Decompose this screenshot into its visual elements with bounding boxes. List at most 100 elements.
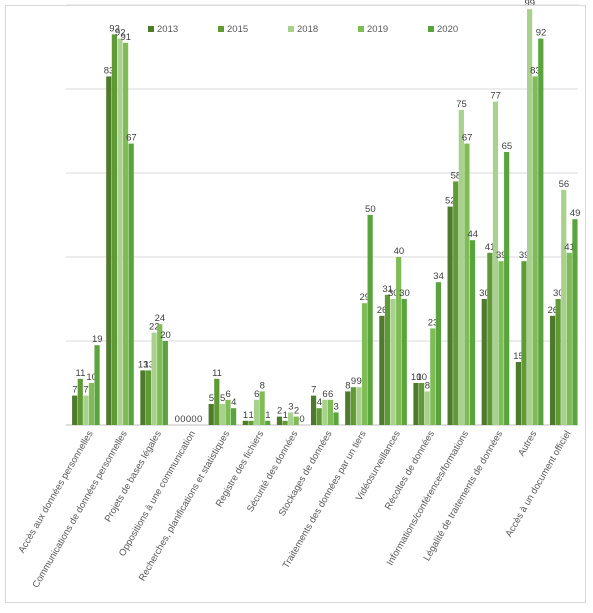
- bar: [396, 257, 402, 425]
- data-label: 39: [519, 250, 530, 261]
- bar: [128, 143, 134, 425]
- legend-swatch: [218, 26, 224, 32]
- data-label: 83: [104, 65, 115, 76]
- data-label: 44: [467, 229, 478, 240]
- data-label: 39: [496, 250, 507, 261]
- data-label: 58: [451, 170, 462, 181]
- data-label: 83: [530, 65, 541, 76]
- bar: [214, 378, 220, 425]
- bar: [345, 391, 351, 425]
- data-label: 5: [220, 393, 225, 404]
- bar: [208, 404, 214, 425]
- data-label: 91: [121, 32, 132, 43]
- data-label: 93: [109, 23, 120, 34]
- data-label: 67: [462, 133, 473, 144]
- bar: [140, 370, 146, 425]
- data-label: 7: [83, 385, 88, 396]
- bar: [276, 416, 283, 425]
- data-label: 67: [126, 133, 137, 144]
- data-label: 9: [351, 376, 356, 387]
- data-label: 1: [283, 410, 288, 421]
- bar: [453, 181, 459, 425]
- bar: [259, 391, 265, 425]
- data-label: 49: [570, 208, 581, 219]
- data-label: 11: [212, 368, 222, 379]
- data-label: 0: [197, 414, 202, 425]
- data-label: 26: [377, 305, 388, 316]
- bar: [379, 315, 385, 425]
- data-label: 1: [248, 410, 253, 421]
- bar: [88, 383, 95, 425]
- data-label: 3: [334, 401, 339, 412]
- bar: [527, 9, 533, 425]
- bar: [145, 370, 152, 425]
- data-label: 6: [254, 389, 259, 400]
- data-label: 40: [394, 246, 405, 257]
- data-label: 99: [525, 0, 536, 9]
- bar: [424, 391, 430, 425]
- data-label: 8: [425, 380, 430, 391]
- data-label: 22: [149, 322, 160, 333]
- bar: [498, 261, 504, 425]
- data-label: 41: [485, 242, 496, 253]
- bar: [77, 378, 83, 425]
- data-label: 41: [564, 242, 575, 253]
- bar: [322, 399, 328, 425]
- bar: [361, 303, 368, 425]
- bar: [401, 299, 407, 425]
- data-label: 13: [143, 359, 154, 370]
- bar: [487, 252, 493, 425]
- bar: [83, 395, 89, 425]
- data-label: 10: [417, 372, 428, 383]
- data-label: 1: [265, 410, 270, 421]
- bar: [72, 395, 78, 425]
- bar: [458, 110, 464, 425]
- data-label: 0: [299, 414, 304, 425]
- bar: [94, 345, 100, 425]
- data-label: 8: [260, 380, 265, 391]
- bar: [504, 152, 510, 425]
- data-label: 4: [317, 397, 322, 408]
- bar: [521, 261, 527, 425]
- data-label: 10: [86, 372, 97, 383]
- bar: [447, 206, 453, 425]
- bar: [561, 189, 567, 425]
- data-label: 56: [559, 179, 570, 190]
- bar: [430, 328, 436, 425]
- bar: [293, 416, 299, 425]
- bar: [253, 399, 260, 425]
- data-label: 65: [502, 141, 513, 152]
- bar: [311, 395, 317, 425]
- data-label: 10: [411, 372, 422, 383]
- data-label: 3: [288, 401, 293, 412]
- data-label: 24: [155, 313, 166, 324]
- data-label: 5: [209, 393, 214, 404]
- data-label: 29: [359, 292, 370, 303]
- bar: [151, 332, 157, 425]
- bar: [555, 299, 561, 425]
- bar: [327, 399, 333, 425]
- bar: [242, 420, 248, 425]
- data-label: 30: [553, 288, 564, 299]
- data-label: 77: [490, 91, 501, 102]
- data-label: 31: [382, 284, 393, 295]
- bar: [316, 408, 322, 425]
- data-label: 13: [138, 359, 149, 370]
- data-label: 30: [388, 288, 399, 299]
- data-label: 6: [226, 389, 231, 400]
- legend-swatch: [288, 26, 294, 32]
- data-label: 34: [433, 271, 444, 282]
- data-label: 52: [445, 196, 456, 207]
- legend-label: 2020: [437, 24, 458, 35]
- bar: [231, 408, 237, 425]
- bar: [282, 420, 288, 425]
- bar: [367, 215, 373, 425]
- data-label: 30: [399, 288, 410, 299]
- bar: [157, 324, 163, 425]
- data-label: 6: [322, 389, 327, 400]
- data-label: 19: [92, 334, 103, 345]
- data-label: 2: [277, 406, 282, 417]
- bar: [515, 362, 521, 425]
- bar: [111, 34, 117, 426]
